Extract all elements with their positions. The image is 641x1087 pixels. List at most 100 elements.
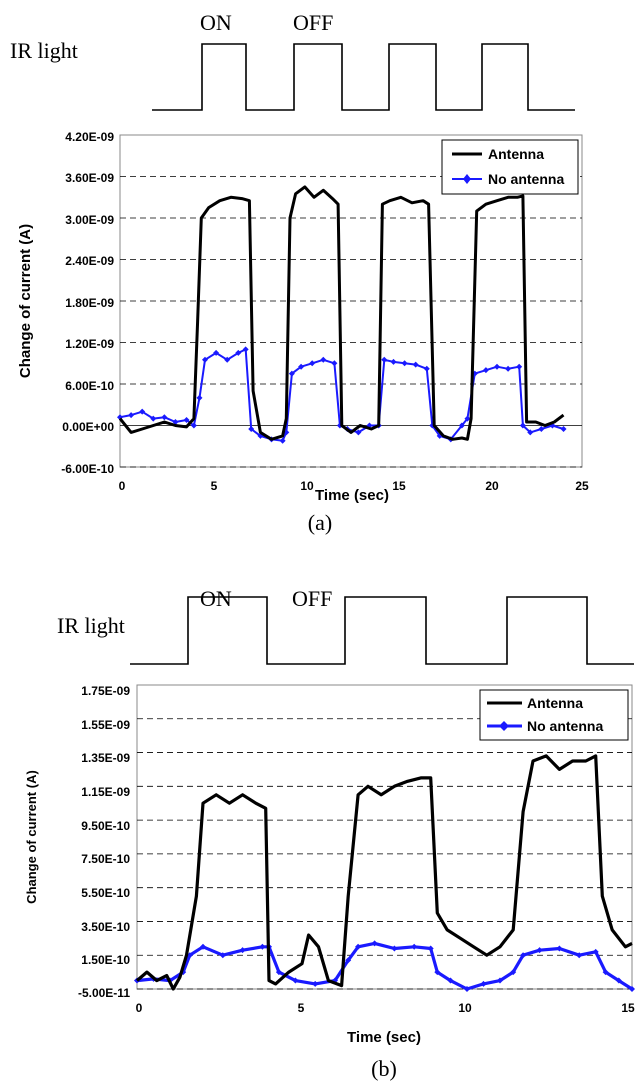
data-point-b-no-antenna-14: [345, 957, 352, 964]
data-point-a-no-antenna-19: [288, 370, 295, 377]
data-point-a-no-antenna-41: [493, 363, 500, 370]
data-point-a-no-antenna-6: [183, 416, 190, 423]
data-point-a-no-antenna-11: [224, 356, 231, 363]
legend-label-antenna-b: Antenna: [527, 695, 583, 711]
grid-b: [137, 718, 632, 990]
data-point-b-no-antenna-32: [615, 977, 622, 984]
data-point-a-no-antenna-30: [390, 358, 397, 365]
data-point-a-no-antenna-44: [519, 422, 526, 429]
x-axis-title-a: Time (sec): [315, 487, 389, 504]
ir-light-label-b: IR light: [57, 613, 125, 638]
data-point-a-no-antenna-1: [128, 412, 135, 419]
x-ticks-b: 0 5 10 15: [136, 1001, 635, 1015]
data-point-b-no-antenna-33: [629, 986, 635, 992]
data-point-a-no-antenna-40: [482, 367, 489, 374]
data-point-b-no-antenna-6: [219, 952, 226, 959]
data-point-a-no-antenna-17: [279, 437, 286, 444]
data-point-b-no-antenna-31: [602, 969, 609, 976]
x-tick-label-b-0: 0: [136, 1001, 143, 1015]
data-point-b-no-antenna-12: [312, 980, 319, 987]
y-tick-label-a-5: 1.20E-09: [65, 337, 114, 351]
y-tick-label-a-4: 1.80E-09: [65, 296, 114, 310]
series-line-b-antenna: [135, 754, 633, 991]
ir-pulse-train-a: [152, 43, 575, 111]
caption-b: (b): [371, 1056, 397, 1081]
legend-label-no-antenna-a: No antenna: [488, 171, 564, 187]
panel-b: IR light ON OFF 1.75E-09 1.55E-09 1.35E-…: [24, 586, 635, 1081]
caption-a: (a): [308, 510, 332, 535]
data-point-a-no-antenna-23: [331, 360, 338, 367]
data-point-a-no-antenna-21: [309, 360, 316, 367]
plot-area-b: [136, 684, 633, 990]
panel-a: IR light ON OFF 4.20E-09 3.60E-09 3.00E-…: [10, 10, 589, 535]
legend-label-no-antenna-b: No antenna: [527, 718, 603, 734]
x-ticks-a: 0 5 10 15 20 25: [119, 479, 589, 493]
x-tick-label-b-3: 15: [621, 1001, 635, 1015]
y-tick-label-b-8: 1.50E-10: [81, 953, 130, 967]
data-point-b-no-antenna-25: [510, 969, 517, 976]
y-ticks-a: 4.20E-09 3.60E-09 3.00E-09 2.40E-09 1.80…: [61, 130, 114, 476]
data-point-b-no-antenna-7: [239, 947, 246, 954]
legend-a: Antenna No antenna: [441, 139, 579, 195]
data-point-a-no-antenna-48: [560, 425, 567, 432]
data-point-a-no-antenna-4: [161, 414, 168, 421]
data-point-b-no-antenna-5: [200, 943, 206, 950]
y-tick-label-b-1: 1.55E-09: [81, 718, 130, 732]
data-point-a-no-antenna-7: [190, 422, 197, 429]
data-point-b-no-antenna-30: [592, 948, 599, 955]
ir-off-label-a: OFF: [293, 10, 333, 35]
ir-off-label-b: OFF: [292, 586, 332, 611]
data-point-a-no-antenna-37: [458, 422, 465, 429]
data-point-b-no-antenna-16: [371, 940, 378, 947]
ir-on-label-a: ON: [200, 10, 232, 35]
data-point-a-no-antenna-43: [516, 363, 523, 370]
x-tick-label-b-2: 10: [458, 1001, 472, 1015]
data-point-b-no-antenna-19: [427, 945, 434, 952]
y-tick-label-a-7: 0.00E+00: [62, 420, 114, 434]
data-point-b-no-antenna-29: [576, 952, 583, 959]
y-tick-label-b-6: 5.50E-10: [81, 886, 130, 900]
y-tick-label-b-9: -5.00E-11: [78, 986, 130, 1000]
data-point-a-no-antenna-10: [213, 349, 220, 356]
data-point-a-no-antenna-14: [248, 425, 255, 432]
y-tick-label-b-5: 7.50E-10: [81, 852, 130, 866]
data-point-a-no-antenna-42: [505, 365, 512, 372]
data-point-b-no-antenna-21: [447, 977, 454, 984]
ir-light-label-a: IR light: [10, 38, 78, 63]
legend-marker-no-antenna-a: [463, 174, 471, 184]
data-point-b-no-antenna-15: [355, 943, 362, 950]
data-point-a-no-antenna-20: [298, 363, 305, 370]
y-axis-title-b: Change of current (A): [24, 770, 39, 904]
x-tick-label-a-3: 15: [392, 479, 406, 493]
y-tick-label-a-1: 3.60E-09: [65, 171, 114, 185]
y-tick-label-b-7: 3.50E-10: [81, 920, 130, 934]
legend-box-a: [441, 139, 579, 195]
data-point-a-no-antenna-2: [139, 408, 146, 415]
data-point-b-no-antenna-18: [411, 943, 418, 950]
data-point-b-no-antenna-22: [464, 986, 470, 992]
series-line-b-no-antenna: [136, 941, 633, 991]
x-tick-label-a-1: 5: [211, 479, 218, 493]
legend-marker-no-antenna-b: [499, 721, 509, 731]
series-line-a-antenna: [118, 185, 565, 441]
data-point-a-no-antenna-32: [412, 361, 419, 368]
grid-a: [120, 176, 582, 468]
data-point-a-no-antenna-45: [527, 429, 534, 436]
y-axis-title-a: Change of current (A): [17, 224, 34, 378]
data-point-b-no-antenna-28: [556, 945, 563, 952]
data-point-a-no-antenna-8: [196, 394, 203, 401]
y-tick-label-b-2: 1.35E-09: [81, 751, 130, 765]
data-point-b-no-antenna-23: [480, 980, 487, 987]
series-a: [117, 185, 567, 444]
legend-box-b: [479, 689, 629, 741]
legend-b: Antenna No antenna: [479, 689, 629, 741]
x-axis-title-b: Time (sec): [347, 1029, 421, 1046]
y-tick-label-a-2: 3.00E-09: [65, 213, 114, 227]
y-tick-label-a-8: -6.00E-10: [61, 462, 114, 476]
data-point-b-no-antenna-8: [259, 943, 266, 950]
series-b: [134, 754, 635, 992]
y-tick-label-b-0: 1.75E-09: [81, 684, 130, 698]
x-tick-label-a-5: 25: [575, 479, 589, 493]
y-tick-label-a-6: 6.00E-10: [65, 379, 114, 393]
